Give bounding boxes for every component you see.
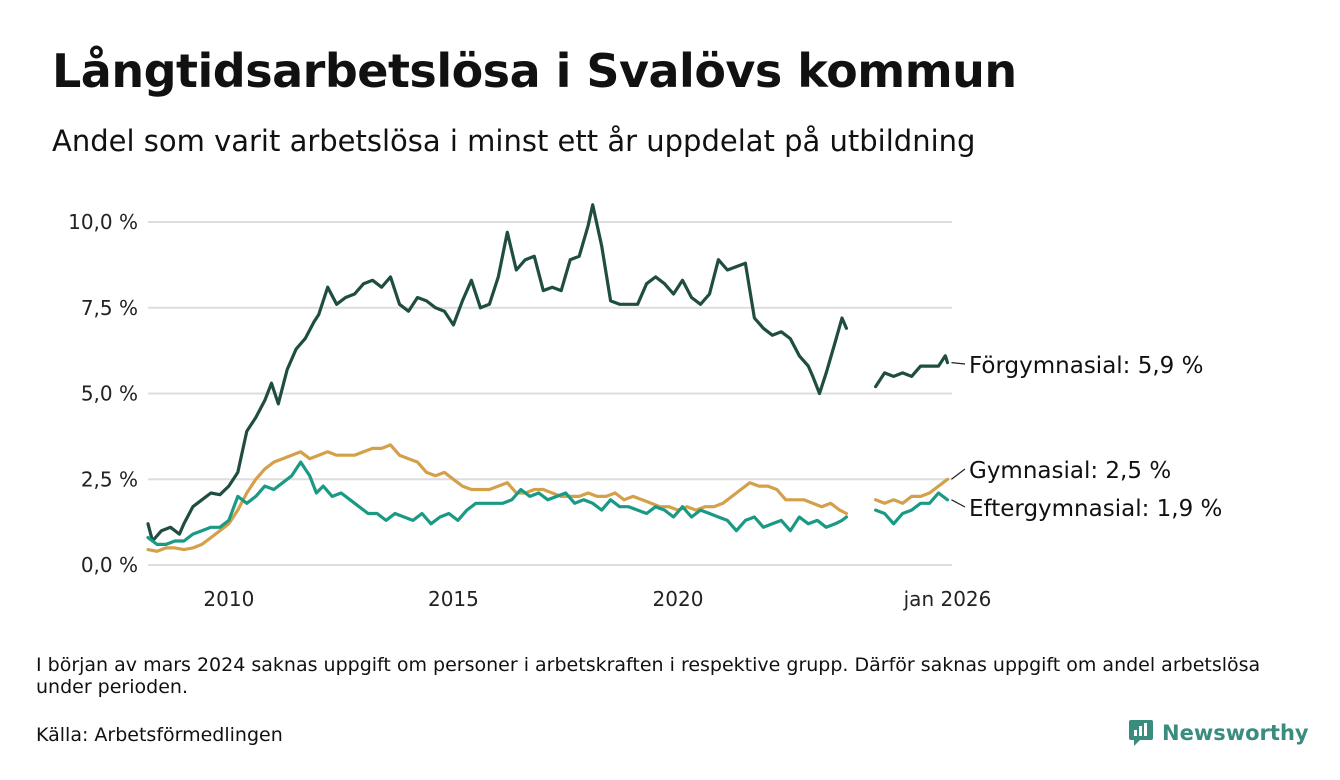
leader-line — [951, 499, 966, 508]
newsworthy-logo-icon — [1129, 720, 1153, 746]
source-credit: Källa: Arbetsförmedlingen — [36, 724, 283, 746]
x-tick-label: 2010 — [203, 587, 254, 611]
footnote: I början av mars 2024 saknas uppgift om … — [36, 654, 1261, 698]
y-tick-label: 5,0 % — [81, 382, 138, 406]
chart-title: Långtidsarbetslösa i Svalövs kommun — [52, 44, 1017, 98]
end-label-förgymnasial: Förgymnasial: 5,9 % — [969, 353, 1203, 379]
x-tick-label: jan 2026 — [903, 587, 992, 611]
brand-name: Newsworthy — [1162, 721, 1309, 745]
leader-line — [951, 468, 966, 480]
y-axis: 0,0 % 2,5 % 5,0 % 7,5 % 10,0 % — [68, 210, 138, 577]
x-axis: 2010 2015 2020 jan 2026 — [203, 587, 991, 611]
series-line-förgymnasial-continuation — [874, 354, 950, 389]
series-line-eftergymnasial — [146, 460, 848, 546]
leader-line — [951, 362, 966, 365]
y-tick-label: 7,5 % — [81, 296, 138, 320]
y-tick-label: 0,0 % — [81, 553, 138, 577]
series-line-gymnasial-continuation — [874, 477, 950, 505]
series-lines — [146, 203, 950, 553]
end-label-gymnasial: Gymnasial: 2,5 % — [969, 458, 1171, 484]
series-line-förgymnasial — [146, 203, 848, 543]
y-tick-label: 10,0 % — [68, 210, 138, 234]
x-tick-label: 2015 — [428, 587, 479, 611]
series-line-gymnasial — [146, 443, 848, 553]
x-tick-label: 2020 — [653, 587, 704, 611]
end-label-eftergymnasial: Eftergymnasial: 1,9 % — [969, 496, 1222, 522]
line-chart: 0,0 % 2,5 % 5,0 % 7,5 % 10,0 % 2010 2015 2020 j… — [68, 203, 1222, 611]
chart-subtitle: Andel som varit arbetslösa i minst ett å… — [52, 124, 976, 158]
brand[interactable]: Newsworthy — [1128, 716, 1309, 750]
y-tick-label: 2,5 % — [81, 467, 138, 491]
end-labels: Förgymnasial: 5,9 % Gymnasial: 2,5 % Efter… — [951, 353, 1222, 522]
series-line-eftergymnasial-continuation — [874, 491, 950, 526]
